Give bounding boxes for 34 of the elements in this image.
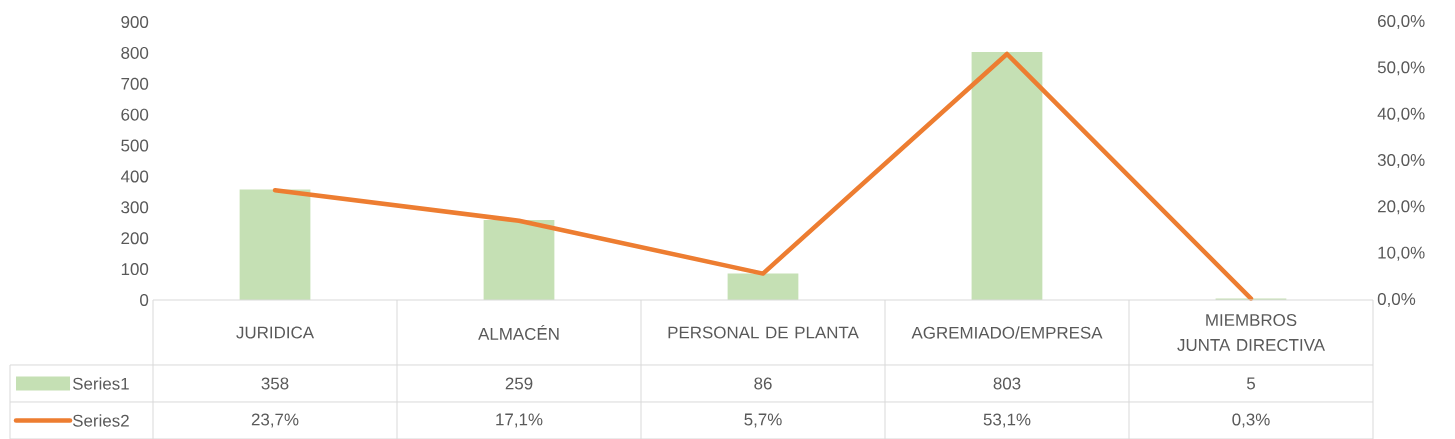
data-label: 803 [993,377,1021,390]
x-tick-label: JURIDICA [236,326,315,339]
y-tick-label: 800 [121,46,149,59]
y-tick-label: 0 [140,293,149,306]
x-tick-label: PERSONAL DE PLANTA [668,326,859,339]
y2-tick-label: 30,0% [1377,153,1425,168]
y2-tick-label: 50,0% [1377,61,1425,76]
y2-tick-label: 0,0% [1377,292,1416,307]
data-label: 17,1% [496,413,543,428]
x-tick-label: MIEMBROS JUNTA DIRECTIVA [1177,314,1325,351]
y-tick-label: 600 [121,108,149,121]
data-label: 358 [261,377,289,390]
legend-label: Series1 [72,377,129,390]
data-label: 5 [1246,377,1255,390]
y-tick-label: 900 [121,15,149,28]
y2-tick-label: 10,0% [1378,246,1425,261]
y2-tick-label: 20,0% [1378,200,1425,215]
x-tick-label: ALMACÉN [478,325,559,340]
y2-tick-label: 60,0% [1378,14,1425,29]
data-label: 86 [754,377,772,390]
x-tick-label: AGREMIADO/EMPRESA [911,326,1103,339]
data-label: 23,7% [251,413,299,428]
y-tick-label: 300 [121,201,149,214]
legend-label: Series2 [72,414,129,427]
data-label: 53,1% [983,413,1031,428]
data-label: 259 [505,377,533,390]
y-tick-label: 500 [121,139,149,152]
y-tick-label: 400 [120,170,149,183]
data-label: 5,7% [744,413,782,428]
y-tick-label: 700 [121,77,149,90]
data-label: 0,3% [1232,413,1270,428]
y2-tick-label: 40,0% [1377,107,1425,122]
y-tick-label: 200 [121,232,149,245]
y-tick-label: 100 [121,263,149,276]
